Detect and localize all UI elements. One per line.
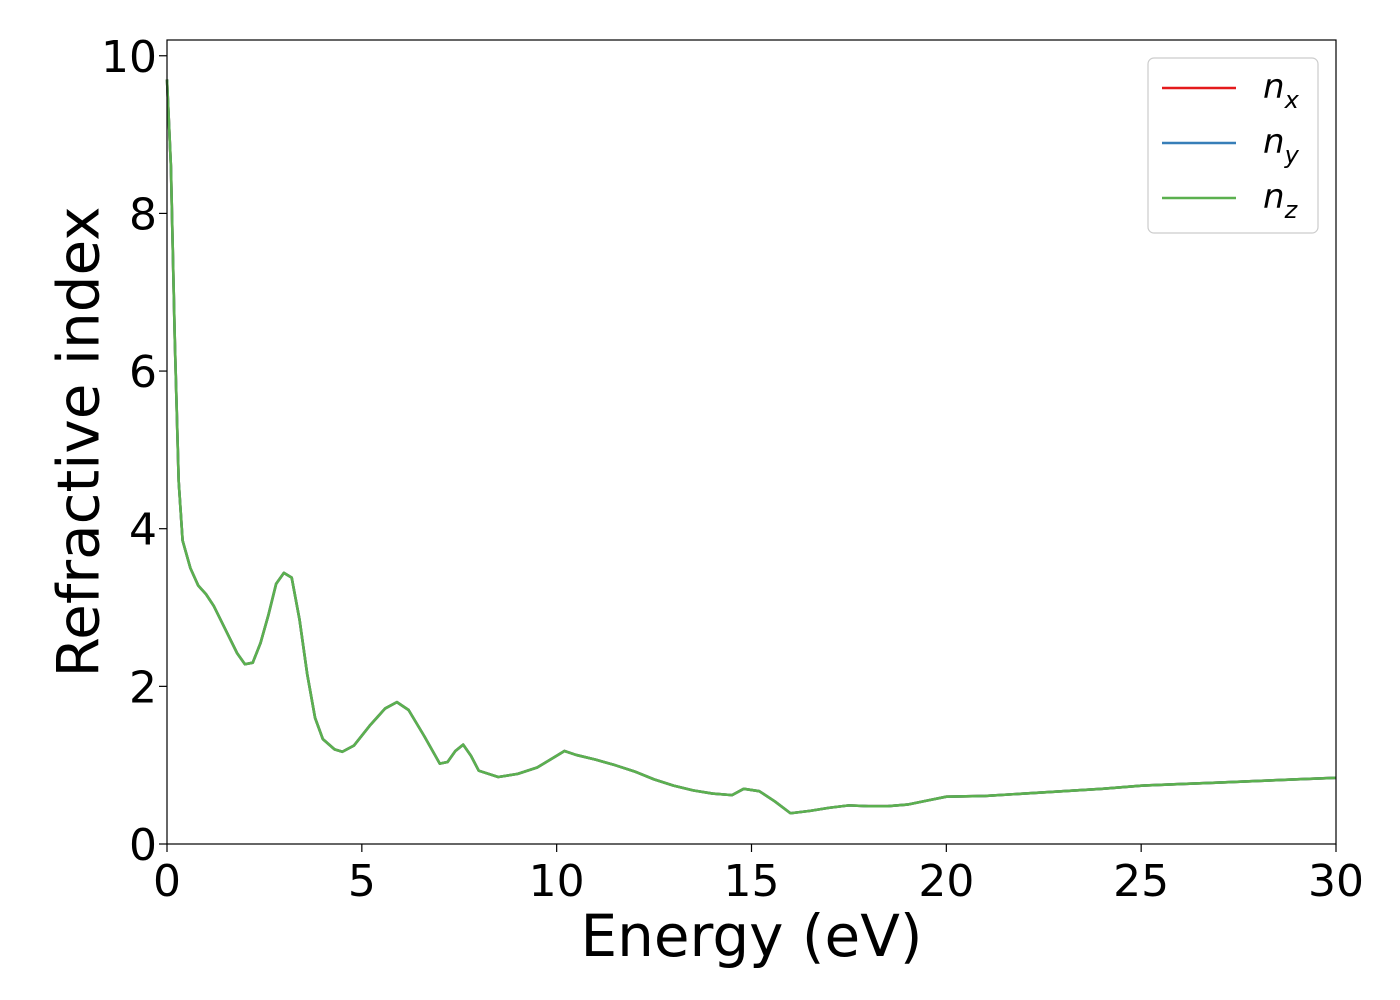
legend-box (1147, 57, 1319, 234)
y-tick-label: 8 (129, 189, 157, 240)
x-axis-label: Energy (eV) (580, 902, 922, 970)
legend-label-nz: nz (1263, 177, 1299, 224)
x-tick-label: 10 (529, 856, 585, 907)
y-tick-label: 0 (129, 820, 157, 871)
y-tick-label: 6 (129, 347, 157, 398)
x-tick-label: 20 (918, 856, 974, 907)
x-tick-label: 0 (153, 856, 181, 907)
y-tick-label: 4 (129, 505, 157, 556)
x-tick-label: 5 (348, 856, 376, 907)
y-tick-label: 2 (129, 662, 157, 713)
y-tick-label: 10 (101, 32, 157, 83)
x-tick-label: 15 (724, 856, 780, 907)
y-axis-ticks: 0 2 4 6 8 10 (101, 32, 167, 871)
series-line-nz (165, 79, 1337, 815)
x-tick-label: 25 (1113, 856, 1169, 907)
legend-label-nx: nx (1263, 67, 1300, 114)
y-axis-label: Refractive index (44, 206, 112, 677)
legend: nx ny nz (1147, 57, 1319, 234)
plot-lines (165, 79, 1337, 815)
legend-label-ny: ny (1263, 122, 1300, 169)
x-axis-ticks: 0 5 10 15 20 25 30 (153, 844, 1364, 907)
x-tick-label: 30 (1308, 856, 1364, 907)
